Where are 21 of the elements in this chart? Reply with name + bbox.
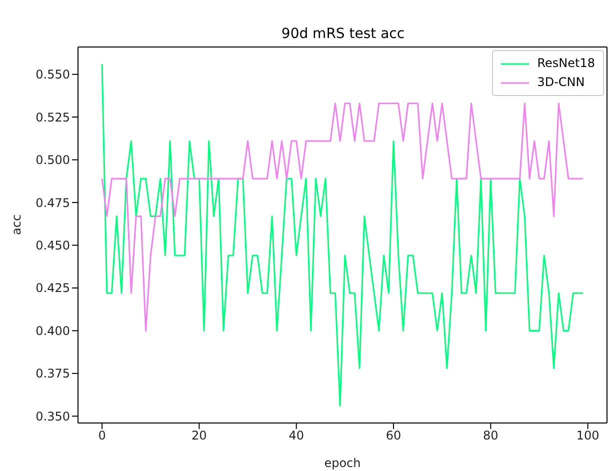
line-series bbox=[101, 102, 584, 332]
x-tick-label: 20 bbox=[192, 428, 207, 443]
y-tick-label: 0.500 bbox=[36, 153, 70, 168]
y-axis-title: acc bbox=[9, 214, 24, 235]
y-tick-label: 0.450 bbox=[36, 238, 70, 253]
y-tick-label: 0.550 bbox=[36, 68, 70, 82]
x-tick-label: 40 bbox=[288, 428, 304, 443]
x-tick-label: 60 bbox=[386, 428, 402, 443]
y-tick-label: 0.400 bbox=[36, 324, 70, 338]
y-tick-label: 0.350 bbox=[36, 409, 70, 424]
x-tick-label: 100 bbox=[576, 428, 600, 443]
y-tick-label: 0.525 bbox=[36, 110, 70, 124]
chart-title: 90d mRS test acc bbox=[280, 26, 406, 42]
y-tick-label: 0.375 bbox=[36, 366, 70, 381]
y-tick-label: 0.475 bbox=[36, 196, 70, 210]
y-tick-label: 0.425 bbox=[36, 281, 70, 296]
legend-label: 3D-CNN bbox=[537, 74, 585, 91]
x-axis-title: epoch bbox=[324, 456, 361, 470]
x-tick-label: 80 bbox=[483, 428, 498, 443]
legend-label: ResNet18 bbox=[537, 55, 595, 72]
x-tick-label: 0 bbox=[98, 428, 106, 443]
